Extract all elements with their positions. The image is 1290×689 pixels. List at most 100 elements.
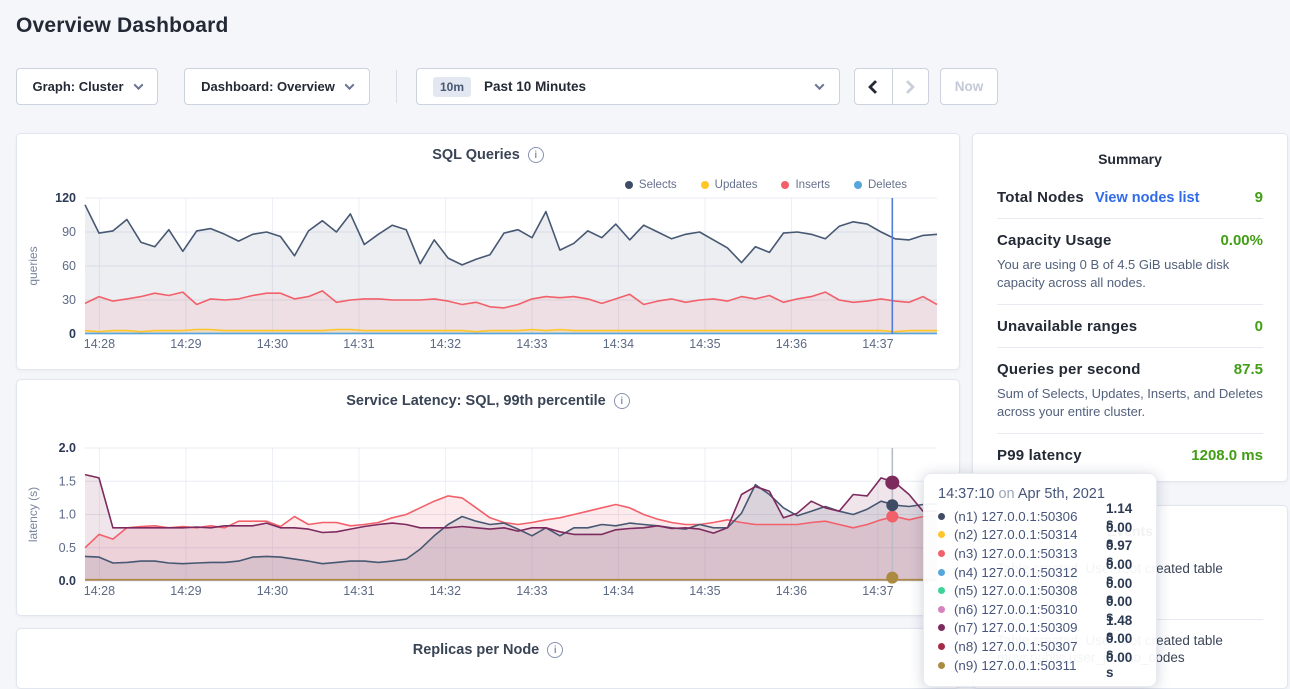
x-tick-label: 14:34 — [603, 584, 634, 598]
toolbar-divider — [396, 70, 397, 103]
x-tick-label: 14:35 — [689, 584, 720, 598]
y-tick-label: 120 — [55, 191, 76, 205]
y-tick-label: 0.5 — [59, 541, 76, 555]
summary-description: You are using 0 B of 4.5 GiB usable disk… — [997, 256, 1263, 292]
summary-row-header: Unavailable ranges 0 — [997, 318, 1263, 335]
y-tick-label: 60 — [62, 259, 76, 273]
summary-label: Unavailable ranges — [997, 318, 1137, 335]
step-back-button[interactable] — [855, 69, 892, 104]
y-tick-label: 30 — [62, 293, 76, 307]
summary-row: Capacity Usage 0.00% You are using 0 B of … — [997, 219, 1263, 305]
service-latency-chart[interactable]: 14:2814:2914:3014:3114:3214:3314:3414:35… — [17, 380, 960, 616]
graph-scope-label: Graph: Cluster — [32, 79, 123, 94]
crosshair-dot — [886, 499, 898, 511]
summary-row: Total Nodes View nodes list 9 — [997, 176, 1263, 219]
summary-rows: Total Nodes View nodes list 9 Capacity Usag… — [973, 176, 1287, 476]
summary-description: Sum of Selects, Updates, Inserts, and De… — [997, 385, 1263, 421]
summary-value: 0.00% — [1220, 232, 1263, 249]
time-range-label: Past 10 Minutes — [484, 79, 586, 94]
summary-label: P99 latency — [997, 447, 1082, 464]
y-tick-label: 0.0 — [59, 574, 76, 588]
tooltip-on: on — [998, 486, 1017, 502]
series-dot-icon — [938, 531, 945, 538]
series-dot-icon — [938, 643, 945, 650]
chart-title: Replicas per Node — [413, 642, 540, 658]
summary-value: 9 — [1255, 189, 1263, 206]
sql-queries-chart-card: SQL Queries i SelectsUpdatesInsertsDelet… — [16, 133, 960, 370]
tooltip-date: Apr 5th, 2021 — [1018, 486, 1105, 502]
y-tick-label: 2.0 — [59, 441, 76, 455]
time-step-buttons — [854, 68, 929, 105]
x-tick-label: 14:30 — [257, 337, 288, 351]
tooltip-node-list: (n1) 127.0.0.1:503061.14 s(n2) 127.0.0.1… — [938, 507, 1142, 674]
summary-value: 1208.0 ms — [1191, 447, 1263, 464]
summary-row: P99 latency 1208.0 ms — [997, 434, 1263, 476]
sql-queries-chart[interactable]: 14:2814:2914:3014:3114:3214:3314:3414:35… — [17, 134, 960, 370]
node-address: (n3) 127.0.0.1:50313 — [954, 546, 1106, 561]
node-address: (n6) 127.0.0.1:50310 — [954, 602, 1106, 617]
series-dot-icon — [938, 587, 945, 594]
tooltip-row: (n9) 127.0.0.1:503110.00 s — [938, 656, 1142, 675]
x-tick-label: 14:36 — [776, 584, 807, 598]
x-tick-label: 14:37 — [862, 584, 893, 598]
x-tick-label: 14:29 — [170, 337, 201, 351]
page-title: Overview Dashboard — [16, 14, 229, 38]
y-axis-label: queries — [26, 246, 40, 285]
crosshair-dot — [886, 572, 898, 584]
x-tick-label: 14:35 — [689, 337, 720, 351]
now-button-disabled[interactable]: Now — [940, 68, 998, 105]
summary-row: Unavailable ranges 0 — [997, 305, 1263, 348]
dashboard-dropdown[interactable]: Dashboard: Overview — [184, 68, 370, 105]
node-address: (n4) 127.0.0.1:50312 — [954, 565, 1106, 580]
chart-hover-tooltip: 14:37:10 on Apr 5th, 2021 (n1) 127.0.0.1… — [923, 473, 1157, 687]
x-tick-label: 14:31 — [343, 584, 374, 598]
now-label: Now — [955, 79, 984, 94]
series-dot-icon — [938, 550, 945, 557]
y-tick-label: 1.5 — [59, 474, 76, 488]
node-address: (n7) 127.0.0.1:50309 — [954, 620, 1106, 635]
summary-row-header: P99 latency 1208.0 ms — [997, 447, 1263, 464]
summary-title: Summary — [973, 134, 1287, 176]
x-tick-label: 14:37 — [862, 337, 893, 351]
tooltip-timestamp: 14:37:10 on Apr 5th, 2021 — [938, 486, 1142, 502]
summary-panel: Summary Total Nodes View nodes list 9 Capac… — [972, 133, 1288, 482]
x-tick-label: 14:33 — [516, 337, 547, 351]
y-tick-label: 1.0 — [59, 508, 76, 522]
tooltip-time: 14:37:10 — [938, 486, 994, 502]
node-address: (n9) 127.0.0.1:50311 — [954, 658, 1106, 673]
summary-label: Total Nodes — [997, 189, 1084, 206]
service-latency-chart-card: Service Latency: SQL, 99th percentile i … — [16, 379, 960, 616]
x-tick-label: 14:33 — [516, 584, 547, 598]
y-tick-label: 0 — [69, 327, 76, 341]
x-tick-label: 14:28 — [84, 337, 115, 351]
series-dot-icon — [938, 662, 945, 669]
node-address: (n1) 127.0.0.1:50306 — [954, 509, 1106, 524]
summary-row: Queries per second 87.5 Sum of Selects, Up… — [997, 348, 1263, 434]
summary-row-header: Total Nodes View nodes list 9 — [997, 189, 1263, 206]
series-dot-icon — [938, 513, 945, 520]
step-forward-button-disabled[interactable] — [892, 69, 929, 104]
series-dot-icon — [938, 606, 945, 613]
latency-value: 0.00 s — [1106, 650, 1142, 680]
time-range-dropdown[interactable]: 10m Past 10 Minutes — [416, 68, 840, 105]
crosshair-dot — [886, 510, 898, 522]
y-axis-label: latency (s) — [26, 487, 40, 542]
view-nodes-list-link[interactable]: View nodes list — [1095, 190, 1200, 206]
info-icon[interactable]: i — [547, 642, 563, 658]
x-tick-label: 14:28 — [84, 584, 115, 598]
summary-row-header: Queries per second 87.5 — [997, 361, 1263, 378]
graph-scope-dropdown[interactable]: Graph: Cluster — [16, 68, 158, 105]
chevron-left-icon — [868, 79, 882, 93]
summary-label: Queries per second — [997, 361, 1141, 378]
summary-value: 87.5 — [1234, 361, 1263, 378]
x-tick-label: 14:30 — [257, 584, 288, 598]
node-address: (n8) 127.0.0.1:50307 — [954, 639, 1106, 654]
summary-row-header: Capacity Usage 0.00% — [997, 232, 1263, 249]
summary-value: 0 — [1255, 318, 1263, 335]
x-tick-label: 14:32 — [430, 337, 461, 351]
summary-label: Capacity Usage — [997, 232, 1112, 249]
series-dot-icon — [938, 569, 945, 576]
x-tick-label: 14:32 — [430, 584, 461, 598]
x-tick-label: 14:34 — [603, 337, 634, 351]
chevron-right-icon — [901, 79, 915, 93]
